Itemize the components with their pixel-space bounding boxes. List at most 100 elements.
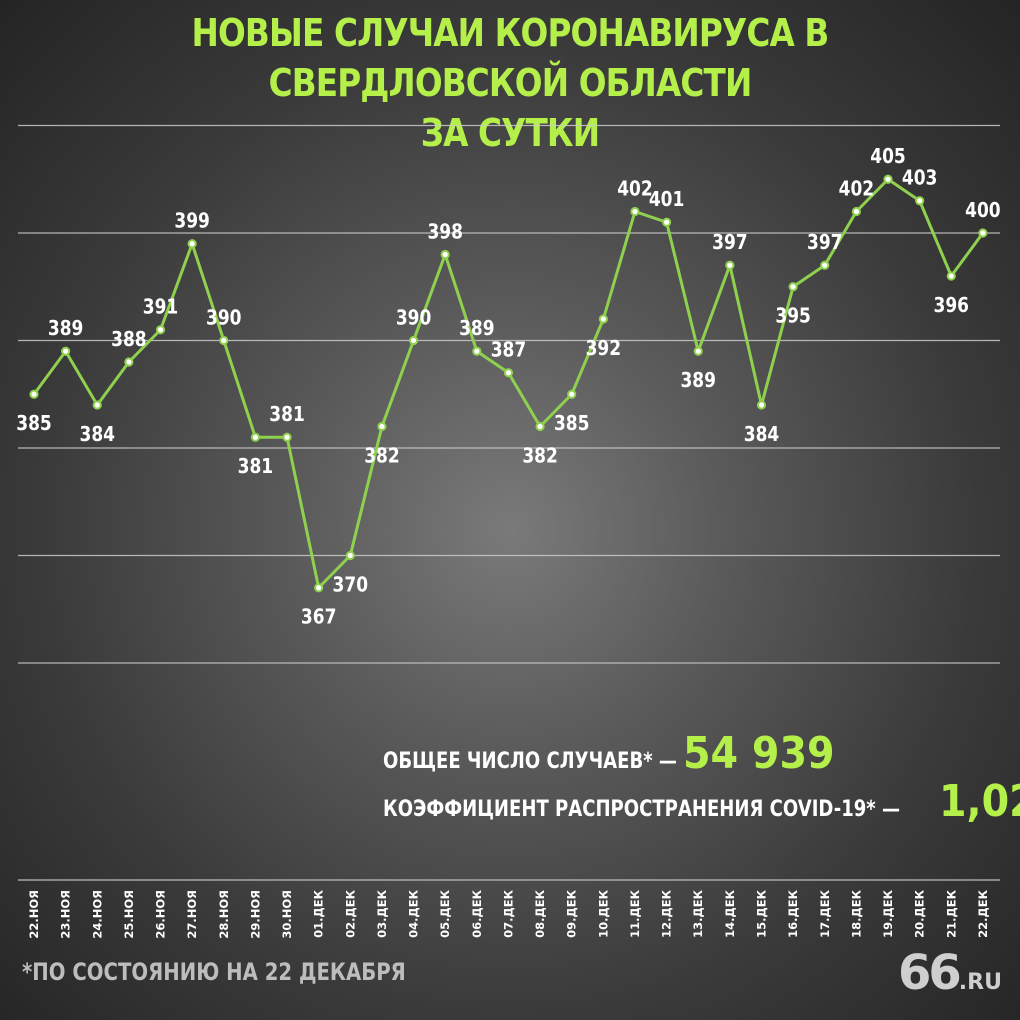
spread-ratio-label: КОЭФФИЦИЕНТ РАСПРОСТРАНЕНИЯ COVID-19* — <box>383 797 901 822</box>
data-point <box>567 389 577 399</box>
data-label: 382 <box>522 445 557 468</box>
data-point <box>851 206 861 217</box>
x-tick-label: 04.ДЕК <box>407 889 421 937</box>
chart-title-line1: НОВЫЕ СЛУЧАИ КОРОНАВИРУСА В СВЕРДЛОВСКОЙ… <box>191 11 830 105</box>
data-label: 391 <box>143 297 178 320</box>
x-tick-label: 09.ДЕК <box>565 889 579 937</box>
data-label: 384 <box>80 424 116 447</box>
data-label: 367 <box>301 607 336 630</box>
data-label: 389 <box>459 318 494 341</box>
x-tick-label: 24.НОЯ <box>90 890 104 939</box>
data-label: 401 <box>649 189 684 212</box>
data-point <box>503 368 514 378</box>
data-label: 385 <box>554 413 589 436</box>
data-label: 396 <box>934 295 969 318</box>
data-label: 390 <box>206 307 242 330</box>
data-point <box>820 260 830 270</box>
data-point <box>535 421 545 432</box>
spread-ratio: КОЭФФИЦИЕНТ РАСПРОСТРАНЕНИЯ COVID-19* — 1… <box>383 776 1020 827</box>
data-point <box>345 550 355 561</box>
data-point <box>946 271 956 281</box>
data-label: 389 <box>680 370 715 393</box>
data-point <box>725 260 735 270</box>
data-point <box>662 217 672 227</box>
x-tick-label: 29.НОЯ <box>248 890 262 939</box>
data-label: 397 <box>712 232 747 255</box>
data-point <box>630 206 640 217</box>
x-tick-label: 12.ДЕК <box>660 889 674 937</box>
x-tick-label: 23.НОЯ <box>59 890 73 939</box>
data-label: 397 <box>807 232 842 255</box>
x-tick-label: 18.ДЕК <box>849 889 863 937</box>
data-label: 381 <box>269 404 304 427</box>
chart-title: НОВЫЕ СЛУЧАИ КОРОНАВИРУСА В СВЕРДЛОВСКОЙ… <box>71 8 948 158</box>
data-point <box>377 421 387 432</box>
x-tick-label: 17.ДЕК <box>818 889 832 937</box>
x-tick-label: 16.ДЕК <box>786 889 800 937</box>
x-tick-label: 14.ДЕК <box>723 889 737 937</box>
data-label: 402 <box>617 178 652 201</box>
total-cases: ОБЩЕЕ ЧИСЛО СЛУЧАЕВ* —54 939 <box>383 728 852 779</box>
logo-number: 66 <box>898 945 962 1001</box>
data-point <box>61 346 71 356</box>
x-tick-label: 02.ДЕК <box>343 889 357 937</box>
x-tick-label: 15.ДЕК <box>754 889 768 937</box>
data-point <box>756 400 767 410</box>
data-label: 400 <box>965 200 1001 223</box>
data-point <box>915 196 925 206</box>
x-tick-label: 20.ДЕК <box>913 889 927 937</box>
x-tick-label: 13.ДЕК <box>691 889 705 937</box>
data-label: 370 <box>333 574 369 597</box>
x-tick-label: 08.ДЕК <box>533 889 547 937</box>
data-point <box>155 325 166 335</box>
data-point <box>788 282 798 292</box>
data-label: 389 <box>48 318 83 341</box>
data-point <box>187 239 197 249</box>
x-tick-label: 10.ДЕК <box>596 889 610 937</box>
x-tick-label: 25.НОЯ <box>122 890 136 939</box>
footnote: *ПО СОСТОЯНИЮ НА 22 ДЕКАБРЯ <box>22 958 406 986</box>
data-label: 382 <box>364 445 399 468</box>
data-label: 385 <box>16 413 51 436</box>
logo-66ru: 66.RU <box>898 945 1002 1001</box>
data-label: 403 <box>902 168 937 191</box>
x-tick-label: 26.НОЯ <box>154 890 168 939</box>
logo-domain: .RU <box>958 970 1002 995</box>
data-point <box>472 346 482 356</box>
x-tick-label: 05.ДЕК <box>438 889 452 937</box>
data-point <box>29 389 39 399</box>
data-point <box>314 583 324 593</box>
data-point <box>978 228 988 238</box>
data-label: 398 <box>427 221 462 244</box>
data-point <box>883 174 893 184</box>
data-point <box>282 432 292 442</box>
data-label: 381 <box>238 456 273 479</box>
data-label: 395 <box>775 306 810 329</box>
data-label: 388 <box>111 329 146 352</box>
x-tick-label: 22.ДЕК <box>976 889 990 937</box>
data-label: 405 <box>870 146 905 169</box>
x-tick-label: 19.ДЕК <box>881 889 895 937</box>
x-tick-label: 11.ДЕК <box>628 889 642 937</box>
total-cases-label: ОБЩЕЕ ЧИСЛО СЛУЧАЕВ* — <box>383 749 677 774</box>
x-tick-label: 01.ДЕК <box>312 889 326 937</box>
data-label: 399 <box>174 211 209 234</box>
x-tick-label: 06.ДЕК <box>470 889 484 937</box>
data-label: 392 <box>586 338 621 361</box>
x-tick-label: 28.НОЯ <box>217 890 231 939</box>
data-label: 402 <box>839 178 874 201</box>
data-point <box>598 314 608 324</box>
data-point <box>92 400 102 410</box>
data-point <box>408 335 419 346</box>
data-label: 384 <box>744 424 780 447</box>
data-point <box>693 346 703 356</box>
data-label: 387 <box>491 340 526 363</box>
data-point <box>219 335 229 346</box>
data-point <box>440 249 450 260</box>
chart-title-line2: ЗА СУТКИ <box>420 111 600 155</box>
spread-ratio-value: 1,02 <box>938 776 1020 827</box>
x-tick-label: 27.НОЯ <box>185 890 199 939</box>
x-tick-label: 03.ДЕК <box>375 889 389 937</box>
x-tick-label: 22.НОЯ <box>27 890 41 939</box>
